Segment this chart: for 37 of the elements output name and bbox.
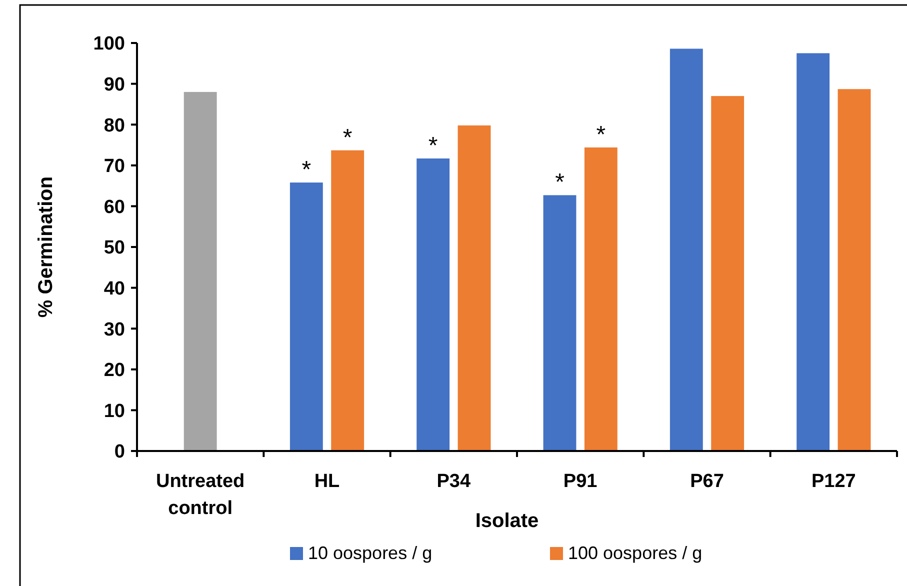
y-tick-label: 90 — [104, 74, 125, 96]
x-tick-label: P91 — [563, 471, 598, 492]
y-tick-label: 20 — [104, 360, 125, 382]
x-axis-title: Isolate — [475, 510, 539, 532]
bar — [290, 182, 323, 451]
bar — [331, 150, 364, 451]
y-axis-title: % Germination — [35, 176, 57, 318]
x-tick-label: P67 — [690, 471, 724, 492]
annotation: * — [302, 156, 312, 184]
bar — [416, 158, 450, 451]
bar — [838, 89, 871, 451]
y-tick-label: 50 — [104, 238, 125, 259]
y-tick-label: 40 — [104, 278, 125, 300]
bar — [670, 48, 703, 451]
legend-label: 10 oospores / g — [308, 543, 432, 563]
annotation: * — [555, 169, 564, 196]
bar — [543, 195, 576, 451]
y-tick-label: 80 — [104, 115, 125, 136]
y-tick-label: 60 — [104, 196, 125, 218]
legend-label: 100 oospores / g — [568, 543, 702, 563]
x-tick-label: HL — [314, 471, 340, 492]
bar — [796, 53, 830, 451]
y-tick-label: 70 — [104, 156, 125, 178]
x-tick-label: P34 — [436, 471, 471, 492]
annotation: * — [596, 121, 606, 148]
bar — [184, 92, 217, 451]
bar — [458, 125, 491, 451]
y-tick-label: 100 — [93, 34, 125, 55]
y-tick-label: 10 — [104, 400, 125, 422]
y-tick-label: 0 — [114, 442, 125, 463]
x-tick-label: P127 — [811, 471, 856, 492]
bar — [584, 147, 618, 451]
x-tick-label: Untreated control — [156, 471, 245, 519]
annotation: * — [342, 124, 352, 152]
bar — [711, 96, 744, 451]
annotation: * — [428, 132, 438, 160]
y-tick-label: 30 — [104, 319, 125, 340]
